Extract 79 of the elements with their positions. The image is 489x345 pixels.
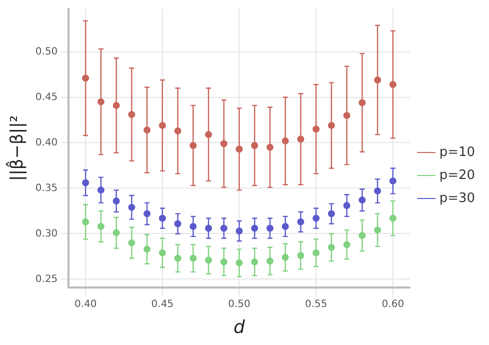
legend-label: p=20 [439,168,475,183]
point [97,98,104,106]
point [128,204,136,211]
point [220,258,228,266]
point [297,136,304,143]
point [128,111,136,118]
point [374,226,382,234]
point [205,131,212,138]
y-tick-label: 0.30 [35,228,58,240]
point [220,140,228,148]
point [343,202,350,210]
x-tick-label: 0.45 [151,298,174,310]
point [190,254,197,262]
point [236,259,243,266]
point [297,218,304,226]
x-tick-label: 0.60 [382,298,404,310]
x-tick-label: 0.50 [228,298,250,310]
point [282,222,289,230]
point [174,254,182,262]
point [236,146,243,153]
y-tick-label: 0.25 [35,274,58,285]
point [374,187,382,194]
point [389,214,396,222]
point [328,122,335,129]
legend-label: p=30 [439,190,475,206]
point [205,224,212,232]
point [282,254,289,261]
point [358,232,366,240]
point [251,142,258,149]
y-tick-label: 0.40 [35,137,58,148]
point [389,177,396,184]
point [328,244,335,251]
point [236,227,243,234]
point [128,239,136,246]
point [112,197,120,204]
point [97,222,104,230]
point [358,99,366,106]
point [82,179,90,186]
point [205,256,212,264]
point [190,142,197,149]
point [82,74,90,82]
point [174,220,182,228]
point [97,186,104,194]
point [297,252,304,260]
point [312,214,320,222]
point [312,249,320,256]
point [144,126,151,134]
point [266,224,274,232]
point [266,144,274,151]
point [174,127,182,134]
legend-label: p=10 [439,144,475,160]
point [112,229,120,236]
point [82,218,90,226]
point [251,224,258,232]
y-axis-title: ||β̂−β||² [6,115,28,182]
y-tick-label: 0.45 [35,92,58,103]
x-tick-label: 0.55 [304,298,328,310]
y-tick-label: 0.35 [35,182,58,194]
point [374,76,382,84]
x-axis-title: d [234,316,246,338]
point [190,222,197,230]
point [144,246,151,253]
point [251,258,258,266]
point [220,224,228,232]
point [312,126,320,133]
point [112,102,120,109]
point [282,137,289,144]
point [266,258,274,265]
point [358,196,366,204]
y-tick-label: 0.50 [35,46,58,58]
point [158,122,166,129]
point [158,214,166,222]
x-tick-label: 0.40 [74,298,97,310]
point [343,112,350,119]
point [158,249,166,256]
point [389,81,396,88]
point [328,210,335,218]
point [144,210,151,218]
point [343,241,350,248]
